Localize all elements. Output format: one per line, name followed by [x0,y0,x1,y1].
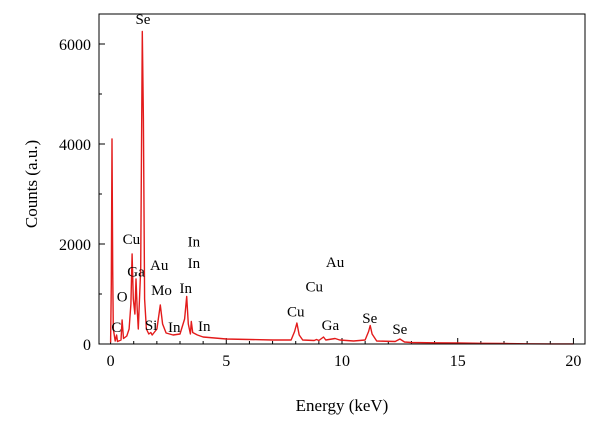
x-tick-label: 5 [222,353,230,370]
x-tick-label: 10 [334,353,350,370]
peak-label: Ga [127,265,145,281]
x-axis-label: Energy (keV) [296,396,389,415]
y-tick-label: 2000 [59,237,91,254]
peak-label: Cu [287,305,305,321]
peak-label: Se [135,12,150,28]
spectrum-line [109,30,574,345]
peak-label: Au [326,255,345,271]
peak-label: Si [145,318,158,334]
peak-label: Ga [322,318,340,334]
peak-label: Se [362,311,377,327]
peak-label: In [168,320,181,336]
peak-label: Se [392,322,407,338]
peak-label: Cu [123,232,141,248]
y-axis-label: Counts (a.u.) [22,140,41,228]
x-tick-label: 0 [107,353,115,370]
y-tick-label: 6000 [59,37,91,54]
x-tick-label: 20 [565,353,581,370]
y-tick-label: 0 [83,337,91,354]
axis-labels: Energy (keV) Counts (a.u.) [22,140,388,415]
peak-label: In [188,256,201,272]
plot-area [109,30,574,345]
peak-label: In [198,319,211,335]
peak-label: Mo [151,283,172,299]
plot-frame [98,13,586,345]
peak-label: In [180,281,193,297]
peak-label: O [117,290,128,306]
peak-label: Au [150,258,169,274]
peak-label: C [111,320,121,336]
peak-label: In [188,235,201,251]
peak-label: Cu [305,280,323,296]
x-tick-label: 15 [450,353,466,370]
y-tick-label: 4000 [59,137,91,154]
